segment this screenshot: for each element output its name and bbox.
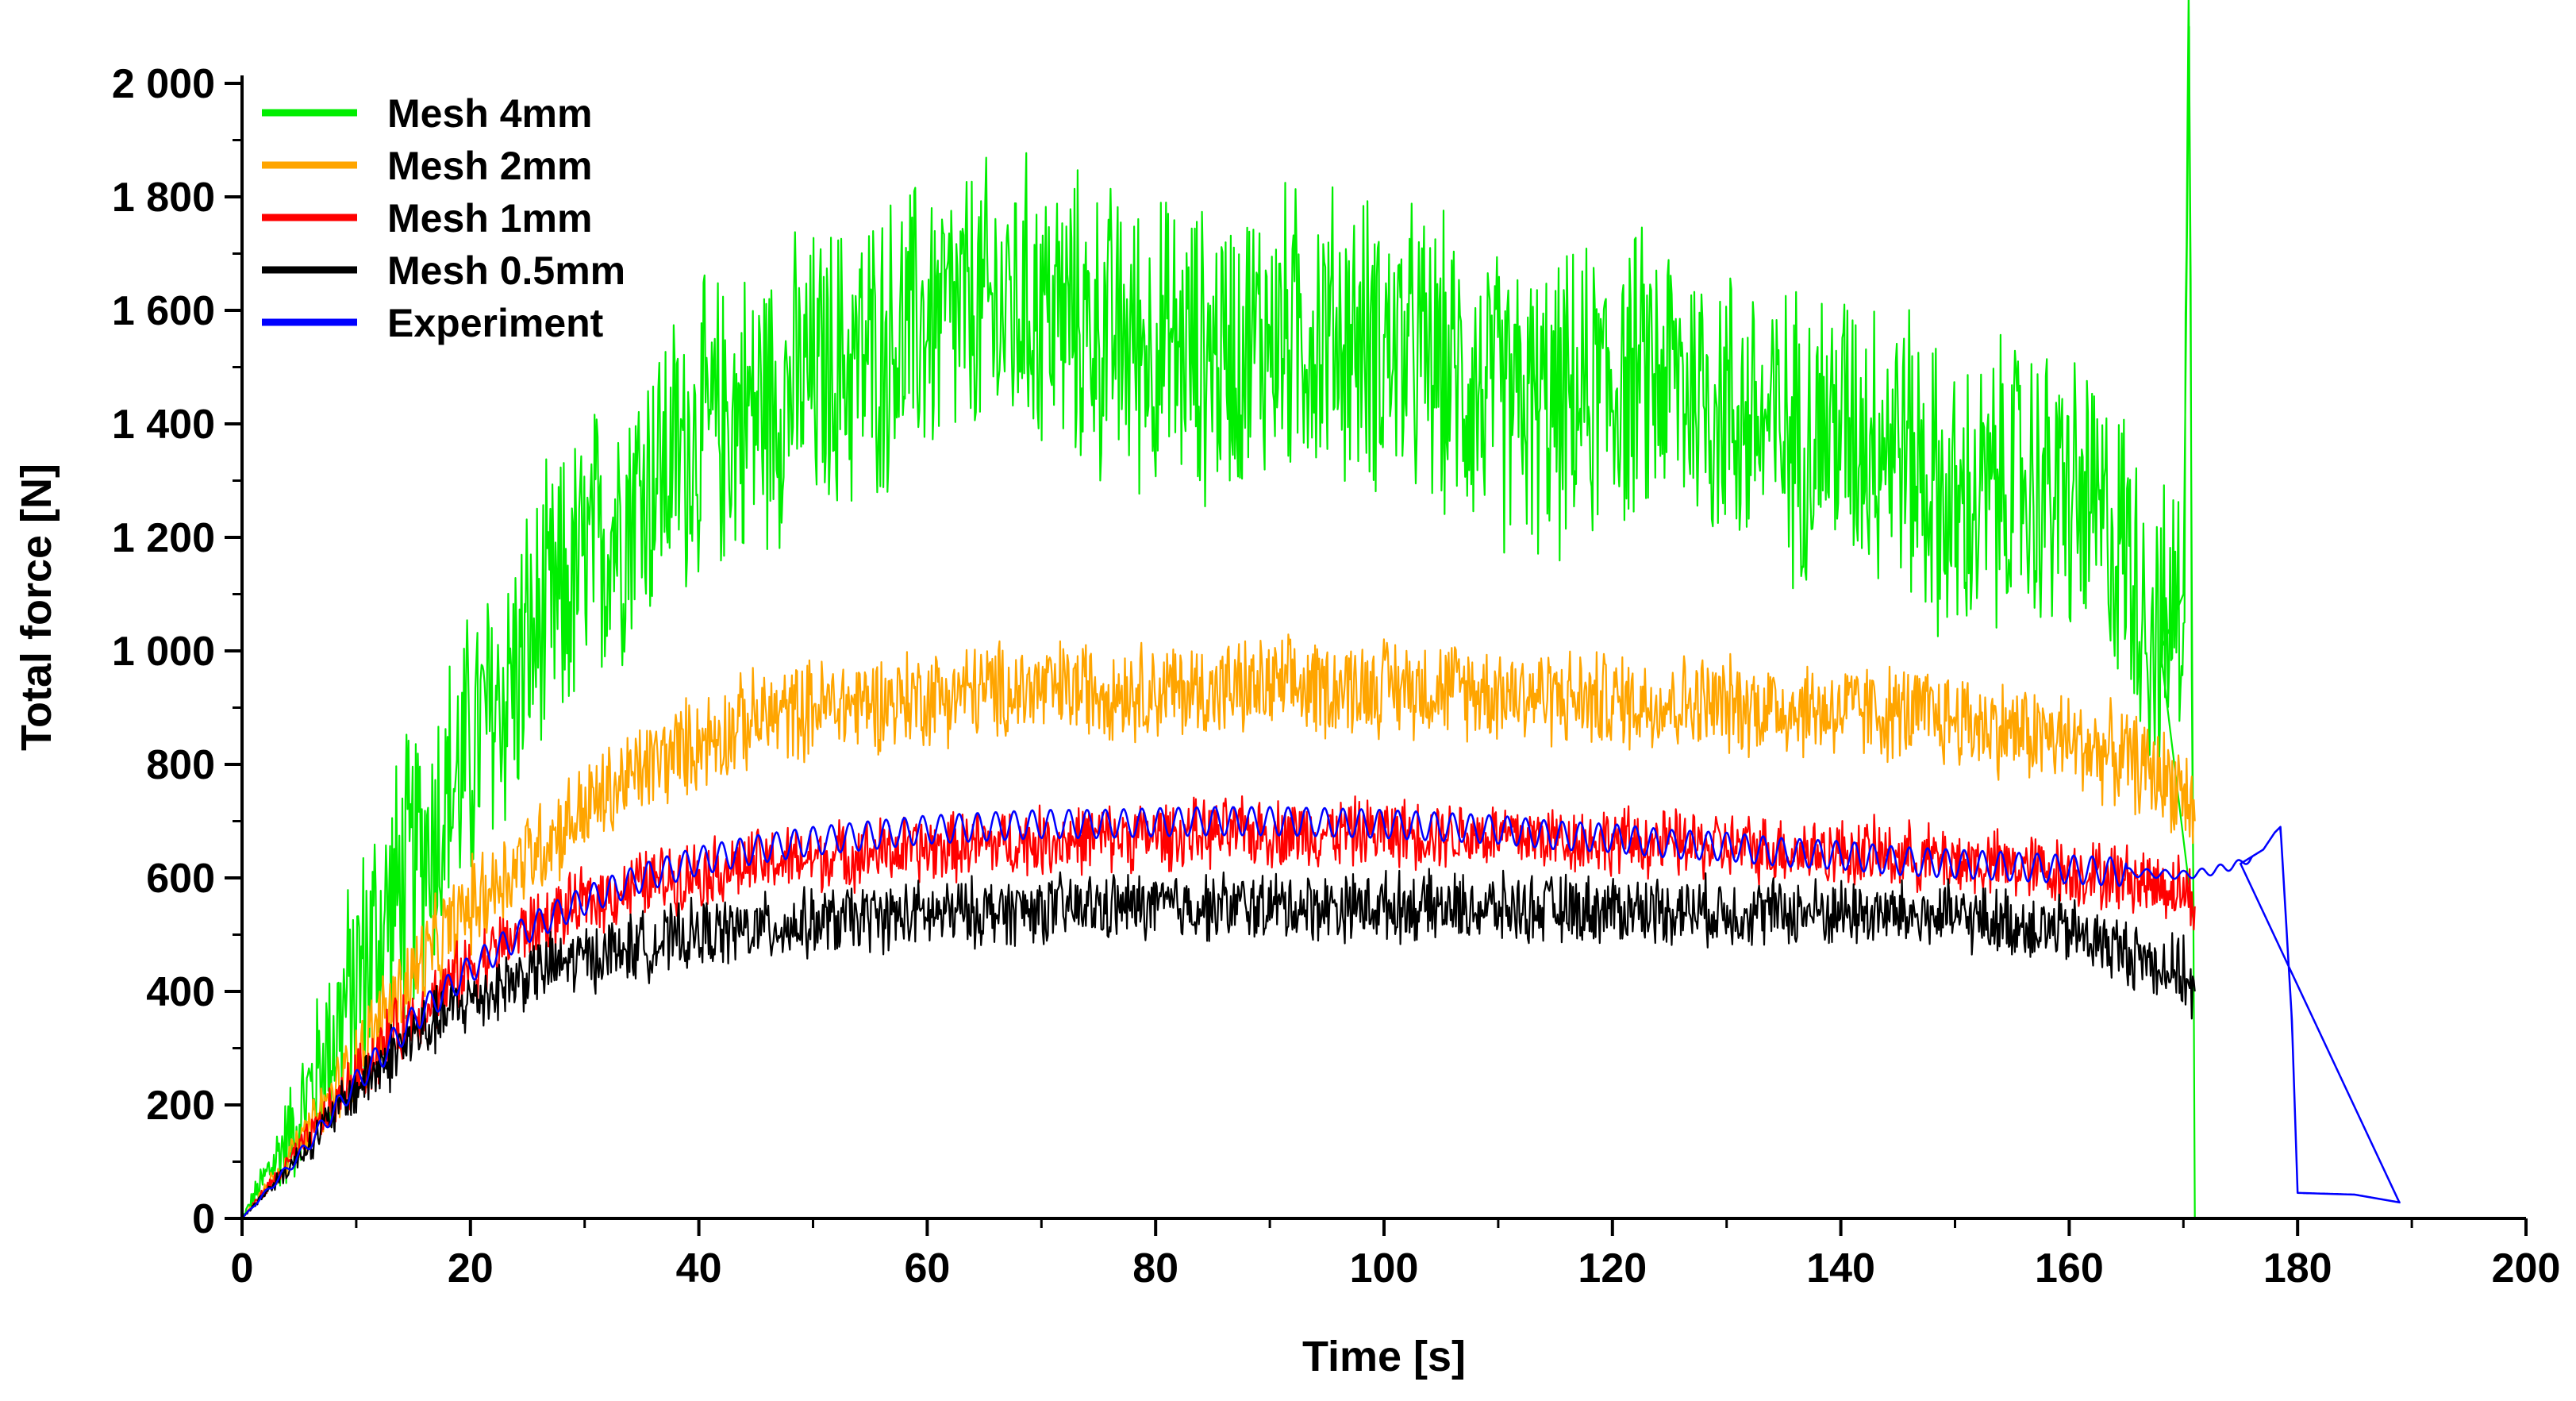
x-axis-title: Time [s]: [1302, 1333, 1466, 1380]
x-tick-label: 120: [1578, 1245, 1647, 1291]
legend-label: Mesh 4mm: [387, 91, 592, 136]
x-tick-label: 60: [904, 1245, 950, 1291]
x-tick-label: 40: [676, 1245, 722, 1291]
y-tick-label: 600: [146, 856, 215, 902]
x-tick-label: 100: [1350, 1245, 1419, 1291]
x-tick-label: 200: [2492, 1245, 2561, 1291]
series-line-mesh-4mm: [241, 0, 2196, 1219]
series-layer: [241, 0, 2401, 1219]
y-tick-label: 1 800: [112, 175, 215, 221]
series-line-mesh-0-5mm: [241, 868, 2196, 1219]
y-tick-label: 1 200: [112, 515, 215, 561]
y-tick-label: 1 000: [112, 629, 215, 675]
y-tick-label: 800: [146, 742, 215, 788]
x-tick-label: 0: [231, 1245, 254, 1291]
axes-layer: 0 20 40 60 80 100 120 140 160 180 200 0 200 400 600 80…: [13, 61, 2560, 1380]
legend-label: Mesh 1mm: [387, 196, 592, 241]
x-tick-label: 140: [1806, 1245, 1875, 1291]
legend-label: Mesh 2mm: [387, 144, 592, 188]
y-ticks: 0 200 400 600 800 1 000 1 200 1 400 1 600 1 800 2 …: [112, 61, 242, 1242]
legend-label: Experiment: [387, 301, 604, 345]
series-line-mesh-2mm: [241, 633, 2196, 1219]
series-line-mesh-1mm: [241, 795, 2196, 1219]
legend-label: Mesh 0.5mm: [387, 248, 625, 293]
series-line-experiment: [241, 806, 2401, 1219]
x-tick-label: 80: [1132, 1245, 1178, 1291]
y-tick-label: 1 600: [112, 288, 215, 334]
x-ticks: 0 20 40 60 80 100 120 140 160 180 200: [231, 1218, 2561, 1291]
x-tick-label: 160: [2035, 1245, 2104, 1291]
y-tick-label: 0: [192, 1196, 215, 1242]
x-tick-label: 20: [448, 1245, 494, 1291]
y-axis-title: Total force [N]: [13, 464, 60, 751]
x-tick-label: 180: [2263, 1245, 2332, 1291]
legend: Mesh 4mm Mesh 2mm Mesh 1mm Mesh 0.5mm Experi…: [262, 91, 625, 345]
y-tick-label: 2 000: [112, 61, 215, 107]
y-tick-label: 1 400: [112, 402, 215, 448]
y-tick-label: 400: [146, 969, 215, 1015]
y-tick-label: 200: [146, 1083, 215, 1129]
